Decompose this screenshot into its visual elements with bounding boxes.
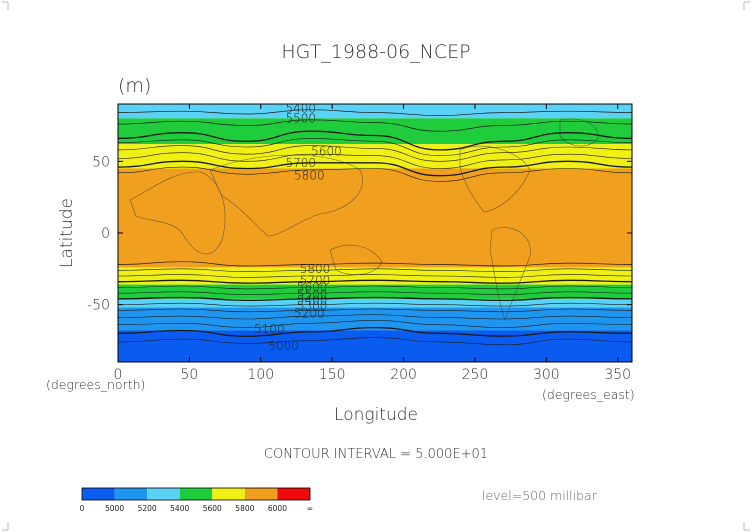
contour-label-11: 5200 [294, 306, 325, 320]
colorbar-swatch-6 [277, 488, 310, 500]
colorbar-label-7: ∞ [307, 504, 313, 513]
y-tick-label-2: -50 [87, 298, 110, 314]
y-tick-label-0: 50 [92, 154, 110, 170]
y-axis-title: Latitude [57, 198, 77, 268]
contour-line-11 [118, 279, 632, 284]
contour-line-6 [118, 160, 632, 177]
contour-line-9 [118, 268, 632, 273]
contour-label-5: 5800 [300, 262, 331, 276]
contour-label-2: 5600 [311, 144, 342, 158]
colorbar-swatch-5 [244, 488, 278, 500]
colorbar-frame [81, 487, 311, 501]
color-band-2 [118, 144, 632, 169]
contour-line-2 [118, 130, 632, 151]
contour-line-15 [118, 302, 632, 307]
contour-label-1: 5500 [285, 111, 316, 125]
x-tick-label-6: 300 [533, 367, 560, 383]
contour-line-19 [118, 326, 632, 337]
units-label: (m) [118, 75, 151, 97]
contour-lines [118, 109, 632, 346]
color-band-7 [118, 307, 632, 331]
contour-interval-text: CONTOUR INTERVAL = 5.000E+01 [264, 447, 488, 462]
contour-line-7 [118, 166, 632, 182]
contour-label-9: 5400 [297, 293, 328, 307]
colorbar-swatch-1 [114, 488, 148, 500]
y-tick-label-1: 0 [101, 226, 110, 242]
x-tick-label-0: 0 [114, 367, 123, 383]
x-axis-title: Longitude [334, 405, 418, 425]
colorbar-label-4: 5600 [203, 504, 222, 513]
contour-line-13 [118, 291, 632, 295]
x-axis: 0 50 100 150 200 250 300 350 [114, 104, 631, 383]
contour-line-12 [118, 285, 632, 290]
color-bands [118, 104, 632, 362]
colorbar: 0 5000 5200 5400 5600 5800 6000 ∞ [80, 487, 313, 513]
contour-line-10 [118, 274, 632, 278]
contour-line-17 [118, 314, 632, 320]
contour-label-13: 5000 [268, 339, 299, 353]
contour-line-3 [118, 138, 632, 156]
continent-outlines [129, 118, 599, 321]
colorbar-swatch-0 [82, 488, 115, 500]
colorbar-label-2: 5200 [138, 504, 157, 513]
x-tick-label-4: 200 [390, 367, 417, 383]
contour-label-3: 5700 [285, 156, 316, 170]
contour-label-6: 5700 [300, 273, 331, 287]
contour-line-1 [118, 119, 632, 132]
color-band-0 [118, 104, 632, 119]
x-tick-label-2: 100 [247, 367, 274, 383]
colorbar-label-0: 0 [80, 504, 85, 513]
contour-label-8: 5500 [297, 288, 328, 302]
contour-line-8 [118, 261, 632, 267]
colorbar-label-3: 5400 [170, 504, 189, 513]
contour-line-16 [118, 308, 632, 313]
contour-line-5 [118, 152, 632, 169]
color-band-8 [118, 330, 632, 362]
x-unit-label: (degrees_east) [542, 387, 635, 402]
colorbar-swatch-2 [147, 488, 180, 500]
contour-labels: 5400550056005700580058005700560055005400… [254, 101, 342, 353]
contour-line-0 [118, 109, 632, 116]
color-band-3 [118, 168, 632, 268]
colorbar-swatch-4 [212, 488, 245, 500]
colorbar-label-6: 6000 [268, 504, 287, 513]
plot-area: 5400550056005700580058005700560055005400… [118, 101, 632, 362]
y-unit-label: (degrees_north) [46, 377, 145, 392]
chart-title: HGT_1988-06_NCEP [281, 41, 470, 63]
level-text: level=500 millibar [482, 488, 598, 503]
contour-label-7: 5600 [297, 280, 328, 294]
colorbar-swatch-3 [179, 488, 213, 500]
y-axis: 50 0 -50 [87, 154, 632, 314]
colorbar-label-5: 5800 [235, 504, 254, 513]
contour-line-20 [118, 337, 632, 346]
contour-line-4 [118, 145, 632, 162]
contour-label-10: 5300 [297, 299, 328, 313]
contour-label-4: 5800 [294, 169, 325, 183]
contour-line-14 [118, 296, 632, 302]
x-tick-label-3: 150 [319, 367, 346, 383]
x-tick-label-5: 250 [462, 367, 489, 383]
colorbar-label-1: 5000 [105, 504, 124, 513]
x-tick-label-7: 350 [604, 367, 631, 383]
contour-label-0: 5400 [285, 101, 316, 115]
x-tick-label-1: 50 [180, 367, 198, 383]
contour-label-12: 5100 [254, 322, 285, 336]
contour-line-18 [118, 320, 632, 328]
